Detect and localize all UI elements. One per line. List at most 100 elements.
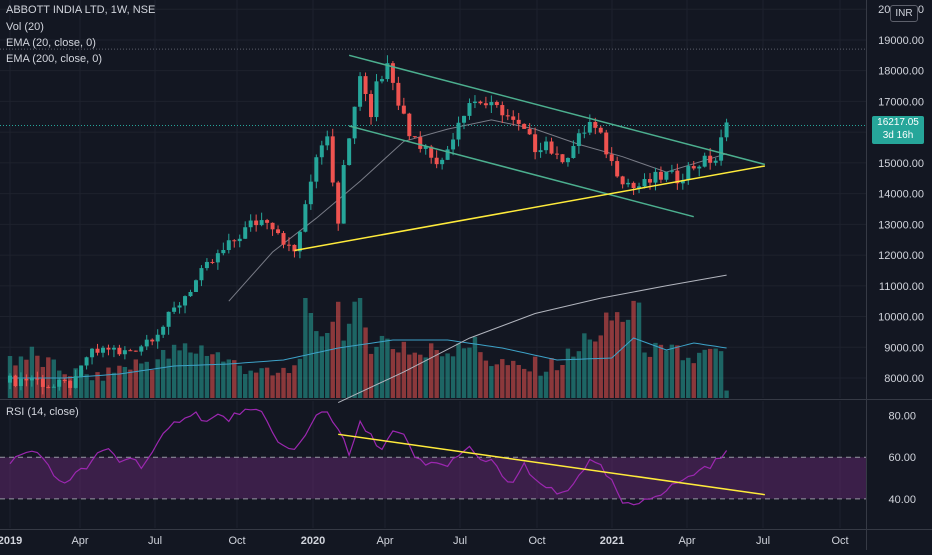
candle-body[interactable] xyxy=(111,347,116,350)
candle-body[interactable] xyxy=(390,63,395,83)
candle-body[interactable] xyxy=(204,261,209,269)
candle-body[interactable] xyxy=(555,153,559,155)
candle-body[interactable] xyxy=(363,76,368,95)
candle-body[interactable] xyxy=(456,122,461,140)
candle-body[interactable] xyxy=(84,357,89,366)
candle-body[interactable] xyxy=(626,182,631,185)
candle-body[interactable] xyxy=(412,136,417,138)
candle-body[interactable] xyxy=(664,171,669,180)
ema20-legend[interactable]: EMA (20, close, 0) xyxy=(6,37,96,49)
candle-body[interactable] xyxy=(73,376,78,388)
candle-body[interactable] xyxy=(281,233,286,245)
volume-legend[interactable]: Vol (20) xyxy=(6,21,44,33)
candle-body[interactable] xyxy=(232,240,237,242)
candle-body[interactable] xyxy=(713,160,718,163)
candle-body[interactable] xyxy=(90,348,95,358)
candle-body[interactable] xyxy=(95,348,100,353)
candle-body[interactable] xyxy=(478,101,483,104)
candle-body[interactable] xyxy=(314,157,319,182)
candle-body[interactable] xyxy=(418,137,423,149)
candle-body[interactable] xyxy=(544,141,549,151)
candle-body[interactable] xyxy=(631,182,636,189)
candles[interactable] xyxy=(8,55,729,396)
symbol-legend[interactable]: ABBOTT INDIA LTD, 1W, NSE xyxy=(6,4,156,16)
candle-body[interactable] xyxy=(144,339,149,347)
candle-body[interactable] xyxy=(647,179,652,183)
candle-body[interactable] xyxy=(708,155,713,163)
candle-body[interactable] xyxy=(155,334,160,342)
ema200-legend[interactable]: EMA (200, close, 0) xyxy=(6,53,102,65)
candle-body[interactable] xyxy=(40,378,45,387)
candle-body[interactable] xyxy=(248,220,253,228)
candle-body[interactable] xyxy=(489,102,494,106)
candle-body[interactable] xyxy=(46,386,51,388)
candle-body[interactable] xyxy=(358,76,363,107)
candle-body[interactable] xyxy=(724,122,729,138)
candle-body[interactable] xyxy=(8,375,12,383)
candle-body[interactable] xyxy=(401,105,406,114)
candle-body[interactable] xyxy=(188,291,193,297)
candle-body[interactable] xyxy=(276,229,281,234)
candle-body[interactable] xyxy=(51,386,56,388)
candle-body[interactable] xyxy=(57,380,62,387)
candle-body[interactable] xyxy=(445,149,450,160)
candle-body[interactable] xyxy=(325,136,330,146)
support-trendline[interactable] xyxy=(294,165,765,252)
candle-body[interactable] xyxy=(29,378,34,381)
candle-body[interactable] xyxy=(303,204,308,232)
candle-body[interactable] xyxy=(68,380,73,388)
candle-body[interactable] xyxy=(319,145,324,158)
candle-body[interactable] xyxy=(429,146,434,158)
candle-body[interactable] xyxy=(598,127,603,133)
candle-body[interactable] xyxy=(270,222,275,230)
candle-body[interactable] xyxy=(522,123,527,129)
candle-body[interactable] xyxy=(139,346,144,352)
candle-body[interactable] xyxy=(719,137,724,161)
candle-body[interactable] xyxy=(336,182,341,224)
candle-body[interactable] xyxy=(615,161,620,177)
candle-body[interactable] xyxy=(538,150,543,153)
currency-badge[interactable]: INR xyxy=(890,5,918,22)
rsi-trendline[interactable] xyxy=(338,433,765,496)
candle-body[interactable] xyxy=(215,253,220,263)
candle-body[interactable] xyxy=(593,121,598,128)
candle-body[interactable] xyxy=(330,136,335,183)
candle-body[interactable] xyxy=(259,220,264,226)
candle-body[interactable] xyxy=(637,186,642,189)
candle-body[interactable] xyxy=(483,103,488,106)
upper-channel-trendline[interactable] xyxy=(348,54,766,166)
candle-body[interactable] xyxy=(653,171,658,183)
candle-body[interactable] xyxy=(467,103,472,116)
candle-body[interactable] xyxy=(423,146,428,149)
candle-body[interactable] xyxy=(669,170,674,172)
candle-body[interactable] xyxy=(128,350,133,352)
candle-body[interactable] xyxy=(516,119,521,124)
candle-body[interactable] xyxy=(352,106,357,139)
candle-body[interactable] xyxy=(582,132,587,134)
candle-body[interactable] xyxy=(341,165,346,224)
candle-body[interactable] xyxy=(18,378,23,387)
candle-body[interactable] xyxy=(587,121,592,133)
candle-body[interactable] xyxy=(308,181,313,205)
candle-body[interactable] xyxy=(527,128,532,135)
candle-body[interactable] xyxy=(106,347,111,350)
candle-body[interactable] xyxy=(407,113,412,137)
candle-body[interactable] xyxy=(533,134,538,153)
candle-body[interactable] xyxy=(505,115,510,117)
candle-body[interactable] xyxy=(451,139,456,150)
candle-body[interactable] xyxy=(117,347,122,355)
candle-body[interactable] xyxy=(297,231,302,252)
candle-body[interactable] xyxy=(62,380,67,382)
candle-body[interactable] xyxy=(697,166,702,169)
lower-channel-trendline[interactable] xyxy=(348,125,694,218)
rsi-legend[interactable]: RSI (14, close) xyxy=(6,406,79,418)
candle-body[interactable] xyxy=(243,227,248,239)
candle-body[interactable] xyxy=(265,220,270,223)
candle-body[interactable] xyxy=(494,102,499,106)
candle-body[interactable] xyxy=(379,79,384,82)
candle-body[interactable] xyxy=(620,176,625,185)
candle-body[interactable] xyxy=(565,157,570,163)
candle-body[interactable] xyxy=(100,347,105,353)
candle-body[interactable] xyxy=(691,166,696,169)
